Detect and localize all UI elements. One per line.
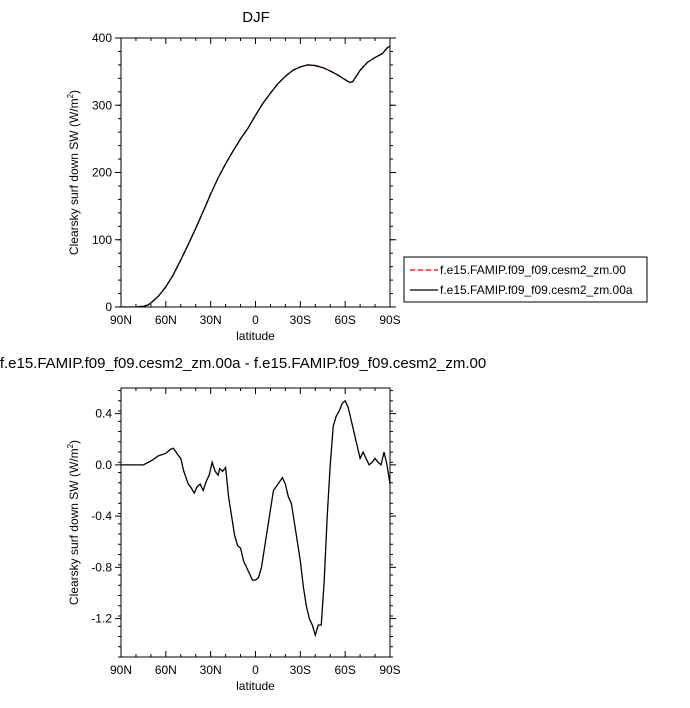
y-tick-label: 0.4 xyxy=(95,407,112,421)
y-axis-label: Clearsky surf down SW (W/m2) xyxy=(66,440,81,605)
x-tick-label: 90N xyxy=(110,663,132,677)
y-axis-label-text: Clearsky surf down SW (W/m xyxy=(67,448,81,605)
x-tick-label: 30N xyxy=(200,313,222,327)
plot-frame xyxy=(120,37,391,308)
series-line-1 xyxy=(121,399,390,638)
x-tick-label: 90S xyxy=(379,313,400,327)
y-tick-label: 200 xyxy=(92,166,112,180)
plot-frame xyxy=(120,387,391,658)
legend: f.e15.FAMIP.f09_f09.cesm2_zm.00 f.e15.FAM… xyxy=(403,256,648,303)
x-tick-label: 30N xyxy=(200,663,222,677)
x-tick-label: 0 xyxy=(252,663,259,677)
chart-title: DJF xyxy=(242,9,270,26)
x-tick-label: 60N xyxy=(155,313,177,327)
y-tick-label: 100 xyxy=(92,233,112,247)
y-axis-label-sup: 2 xyxy=(66,93,75,98)
chart-title: f.e15.FAMIP.f09_f09.cesm2_zm.00a - f.e15… xyxy=(0,355,486,372)
y-tick-label: 0 xyxy=(105,300,112,314)
chart-panel-1: DJF 90N 60N 30N 0 30S 60S 90S 0 100 200 300 400 latit… xyxy=(66,9,648,343)
x-tick-label: 90N xyxy=(110,313,132,327)
y-tick-label: -0.4 xyxy=(91,509,112,523)
x-tick-label: 90S xyxy=(379,663,400,677)
series-line-1 xyxy=(121,45,390,307)
x-axis-label: latitude xyxy=(236,329,275,343)
y-tick-label: -0.8 xyxy=(91,560,112,574)
x-tick-label: 30S xyxy=(290,313,311,327)
legend-box xyxy=(403,256,648,303)
y-tick-label: 300 xyxy=(92,98,112,112)
series-line-2 xyxy=(121,45,390,307)
x-tick-label: 60N xyxy=(155,663,177,677)
legend-label-1: f.e15.FAMIP.f09_f09.cesm2_zm.00 xyxy=(440,263,626,277)
y-axis-label: Clearsky surf down SW (W/m2) xyxy=(66,90,81,255)
chart-panel-2: f.e15.FAMIP.f09_f09.cesm2_zm.00a - f.e15… xyxy=(0,355,486,693)
y-axis-label-close: ) xyxy=(67,440,81,444)
x-axis-label: latitude xyxy=(236,679,275,693)
y-tick-label: 400 xyxy=(92,31,112,45)
y-axis-label-close: ) xyxy=(67,90,81,94)
y-axis-label-sup: 2 xyxy=(66,443,75,448)
x-tick-label: 30S xyxy=(290,663,311,677)
y-tick-label: 0.0 xyxy=(95,458,112,472)
x-tick-label: 60S xyxy=(334,663,355,677)
y-tick-label: -1.2 xyxy=(91,612,112,626)
x-tick-label: 60S xyxy=(334,313,355,327)
x-tick-label: 0 xyxy=(252,313,259,327)
legend-label-2: f.e15.FAMIP.f09_f09.cesm2_zm.00a xyxy=(440,283,633,297)
y-axis-label-text: Clearsky surf down SW (W/m xyxy=(67,98,81,255)
